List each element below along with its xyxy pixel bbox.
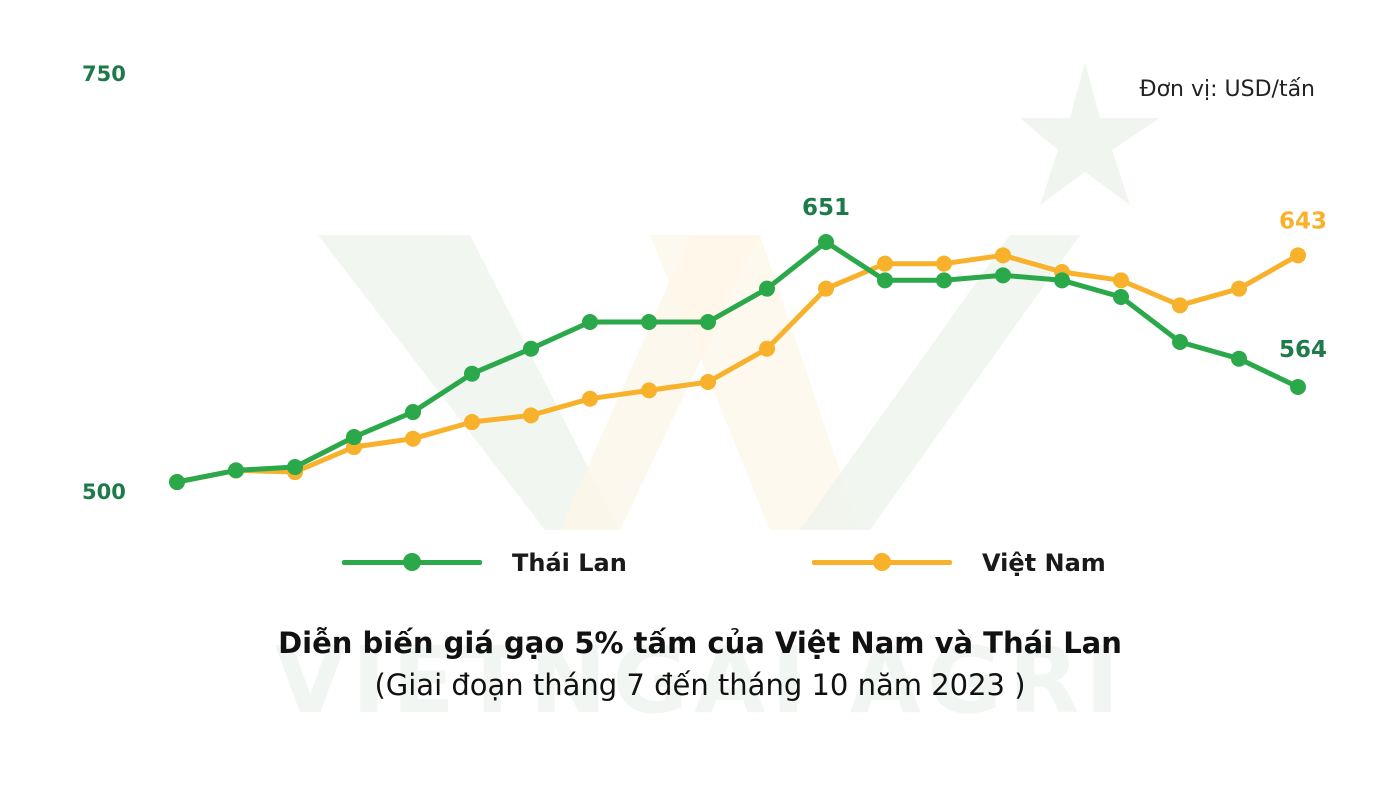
data-point: [936, 272, 952, 289]
legend-label-viet-nam: Việt Nam: [982, 548, 1106, 577]
data-point: [582, 390, 598, 407]
y-axis-label-bottom: 500: [82, 480, 126, 504]
legend: Thái Lan Việt Nam: [0, 540, 1400, 585]
data-point: [464, 414, 480, 431]
chart-title: Diễn biến giá gạo 5% tấm của Việt Nam và…: [278, 626, 1122, 660]
data-point: [700, 314, 716, 331]
data-point: [405, 430, 421, 447]
data-annotations: 651 564 643: [802, 195, 1327, 363]
data-point: [1113, 272, 1129, 289]
data-point: [936, 255, 952, 272]
data-point: [1231, 350, 1247, 367]
data-point: [1231, 280, 1247, 297]
chart-subtitle: (Giai đoạn tháng 7 đến tháng 10 năm 2023…: [374, 668, 1026, 702]
legend-item-thai-lan: Thái Lan: [342, 540, 627, 585]
data-point: [759, 280, 775, 297]
y-axis-label-top: 750: [82, 62, 126, 86]
data-point: [1113, 289, 1129, 306]
data-point: [582, 314, 598, 331]
data-point: [1054, 272, 1070, 289]
data-point: [1172, 297, 1188, 314]
data-point: [1172, 334, 1188, 351]
data-point: [641, 382, 657, 399]
unit-label: Đơn vị: USD/tấn: [1139, 77, 1315, 102]
data-point: [1290, 379, 1306, 396]
legend-swatch-thai-lan: [342, 540, 482, 585]
series-thai-lan: [169, 234, 1306, 491]
legend-item-viet-nam: Việt Nam: [812, 540, 1106, 585]
data-point: [818, 280, 834, 297]
data-point: [523, 407, 539, 424]
series-viet-nam: [169, 247, 1306, 491]
data-point: [523, 340, 539, 357]
data-point: [228, 462, 244, 479]
data-point: [877, 255, 893, 272]
data-point: [995, 247, 1011, 264]
legend-swatch-viet-nam: [812, 540, 952, 585]
data-point: [169, 474, 185, 491]
data-point: [346, 429, 362, 446]
data-point: [877, 272, 893, 289]
data-point: [641, 314, 657, 331]
legend-label-thai-lan: Thái Lan: [512, 548, 627, 577]
data-point: [700, 374, 716, 391]
data-point: [287, 459, 303, 476]
data-point: [1290, 247, 1306, 264]
data-point: [759, 340, 775, 357]
data-point: [405, 404, 421, 421]
data-point: [818, 234, 834, 250]
data-point: [464, 365, 480, 382]
annotation-label: 564: [1279, 337, 1327, 363]
annotation-label: 643: [1279, 208, 1327, 234]
data-point: [995, 267, 1011, 284]
annotation-label: 651: [802, 195, 850, 221]
